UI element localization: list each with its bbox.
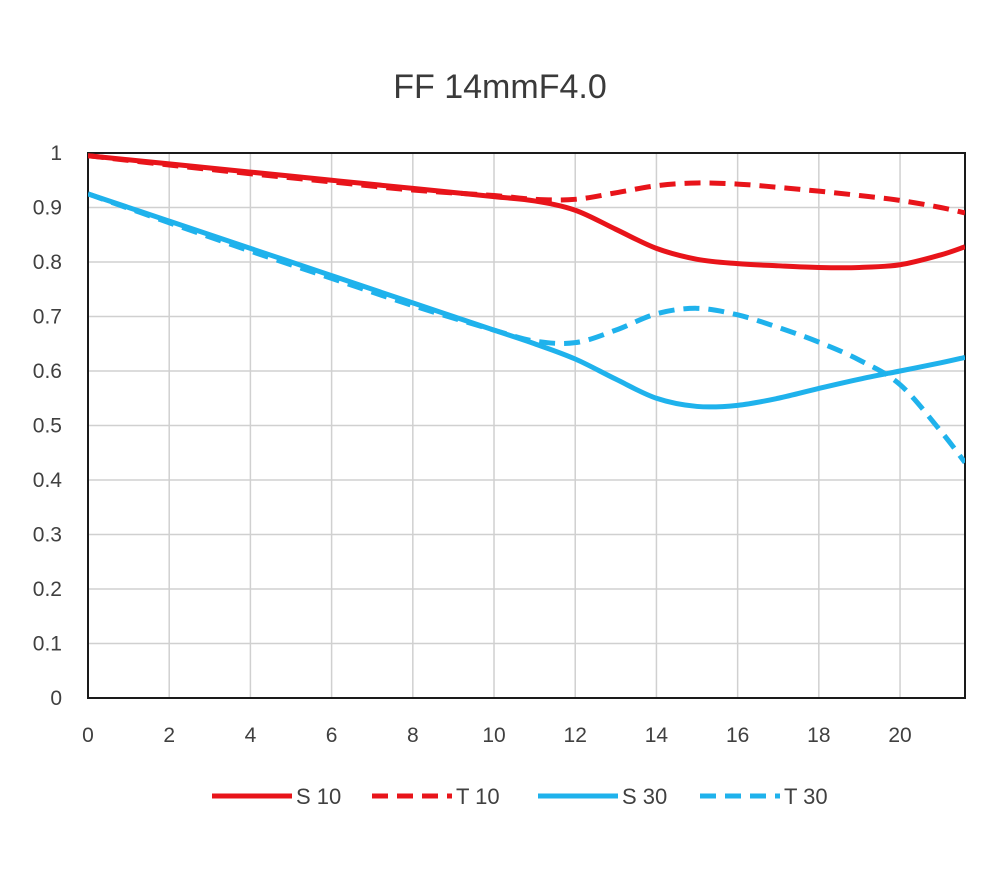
series-line-t-30: [88, 191, 965, 465]
plot-frame: [87, 152, 966, 699]
y-tick-label: 0.9: [33, 197, 62, 220]
y-tick-label: 0.6: [33, 360, 62, 383]
legend-label: S 30: [622, 784, 667, 809]
series-lines: [88, 153, 965, 465]
y-tick-label: 0.4: [33, 469, 63, 492]
x-tick-label: 18: [807, 724, 830, 747]
grid: [88, 153, 965, 698]
legend-label: S 10: [296, 784, 341, 809]
x-tick-label: 20: [888, 724, 911, 747]
x-tick-label: 4: [245, 724, 257, 747]
x-tick-label: 2: [163, 724, 175, 747]
chart-title: FF 14mmF4.0: [393, 68, 607, 106]
x-tick-label: 16: [726, 724, 749, 747]
x-tick-label: 6: [326, 724, 338, 747]
axes: 0 2 4 6 8 10 12 14 16 18 20 0 0.1 0.2 0.3 0.4 0.5 0.6 0.7 0…: [33, 142, 966, 747]
y-tick-label: 0.3: [33, 524, 62, 547]
x-tick-label: 12: [564, 724, 587, 747]
legend: S 10 T 10 S 30 T 30: [212, 784, 828, 809]
legend-label: T 30: [784, 784, 828, 809]
y-tick-label: 0.5: [33, 415, 62, 438]
series-line-s-30: [88, 191, 965, 410]
y-tick-label: 0.2: [33, 578, 62, 601]
y-tick-label: 0.7: [33, 306, 62, 329]
y-tick-label: 1: [50, 142, 62, 165]
x-tick-label: 0: [82, 724, 94, 747]
x-tick-label: 10: [482, 724, 505, 747]
y-tick-label: 0.1: [33, 633, 62, 656]
x-tick-label: 14: [645, 724, 669, 747]
series-line-t-10: [88, 153, 965, 216]
y-tick-label: 0.8: [33, 251, 62, 274]
x-tick-label: 8: [407, 724, 419, 747]
legend-label: T 10: [456, 784, 500, 809]
y-tick-label: 0: [50, 687, 62, 710]
